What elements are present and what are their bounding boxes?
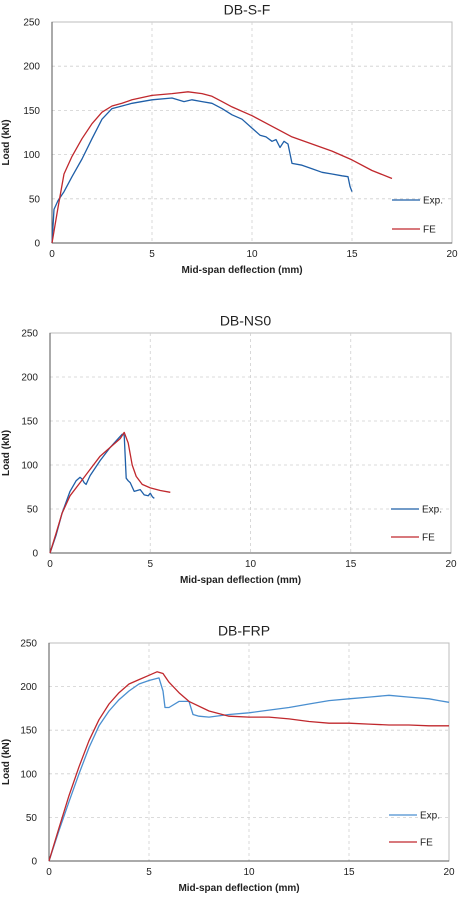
y-tick-label: 0 — [31, 857, 37, 868]
y-tick-label: 250 — [21, 329, 38, 340]
legend-label: FE — [423, 225, 436, 236]
x-tick-label: 10 — [243, 867, 255, 878]
series-line-fe — [51, 91, 393, 244]
legend-label: Exp. — [423, 196, 443, 207]
chart-title: DB-NS0 — [220, 313, 272, 329]
series-line-fe — [49, 431, 171, 554]
x-tick-label: 20 — [445, 559, 457, 570]
y-tick-label: 50 — [26, 813, 38, 824]
x-axis-label: Mid-span deflection (mm) — [178, 883, 299, 894]
x-tick-label: 5 — [146, 867, 152, 878]
x-tick-label: 0 — [46, 867, 52, 878]
y-tick-label: 0 — [32, 549, 38, 560]
chart-title: DB-S-F — [224, 2, 271, 18]
x-tick-label: 0 — [49, 249, 55, 260]
y-tick-label: 200 — [21, 373, 38, 384]
series-line-exp — [49, 433, 155, 554]
legend-label: FE — [422, 533, 435, 544]
y-tick-label: 50 — [27, 505, 39, 516]
y-axis-label: Load (kN) — [1, 739, 12, 785]
x-tick-label: 20 — [446, 249, 458, 260]
x-tick-label: 10 — [245, 559, 257, 570]
y-tick-label: 50 — [29, 194, 41, 205]
y-tick-label: 150 — [21, 417, 38, 428]
series-line-fe — [48, 671, 449, 862]
y-tick-label: 200 — [20, 682, 37, 693]
y-tick-label: 100 — [20, 769, 37, 780]
chart-title: DB-FRP — [218, 623, 270, 639]
legend-label: Exp. — [422, 505, 442, 516]
legend-label: FE — [420, 838, 433, 849]
y-tick-label: 150 — [20, 726, 37, 737]
y-tick-label: 200 — [23, 62, 40, 73]
y-tick-label: 250 — [23, 18, 40, 29]
legend-label: Exp. — [420, 811, 440, 822]
x-tick-label: 15 — [343, 867, 355, 878]
x-tick-label: 20 — [443, 867, 455, 878]
x-tick-label: 5 — [149, 249, 155, 260]
y-tick-label: 100 — [23, 150, 40, 161]
y-tick-label: 250 — [20, 639, 37, 650]
x-tick-label: 10 — [246, 249, 258, 260]
y-tick-label: 150 — [23, 106, 40, 117]
x-tick-label: 5 — [147, 559, 153, 570]
x-axis-label: Mid-span deflection (mm) — [181, 265, 302, 276]
y-tick-label: 100 — [21, 461, 38, 472]
x-axis-label: Mid-span deflection (mm) — [180, 575, 301, 586]
series-line-exp — [51, 97, 353, 244]
x-tick-label: 15 — [345, 559, 357, 570]
x-tick-label: 15 — [346, 249, 358, 260]
y-axis-label: Load (kN) — [1, 430, 12, 476]
y-tick-label: 0 — [34, 239, 40, 250]
y-axis-label: Load (kN) — [1, 119, 12, 165]
x-tick-label: 0 — [47, 559, 53, 570]
